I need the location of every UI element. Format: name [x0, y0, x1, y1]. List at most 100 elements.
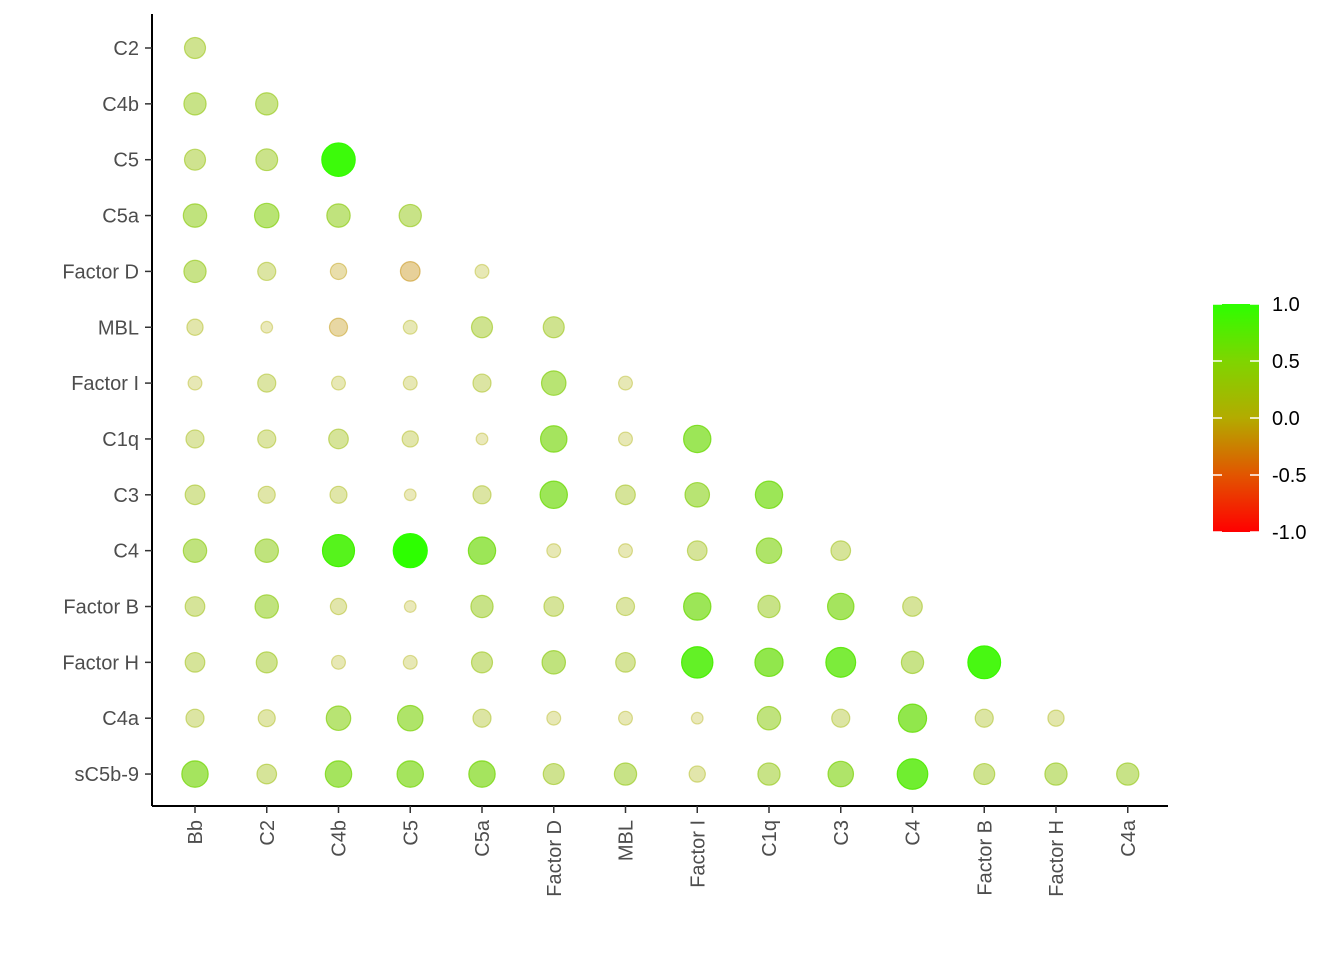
point-sc5b-9-c5 — [396, 760, 425, 788]
x-tick-label: C4b — [329, 820, 351, 857]
data-points — [181, 36, 1140, 790]
point-factor-i-factor-d — [540, 370, 567, 396]
point-sc5b-9-c3 — [827, 760, 855, 788]
point-c5a-bb — [182, 203, 208, 228]
x-tick-label: C5 — [400, 820, 422, 846]
point-c4a-mbl — [617, 710, 634, 726]
point-c4-c4b — [321, 534, 356, 568]
point-c4-factor-i — [686, 540, 708, 562]
point-sc5b-9-c5a — [468, 760, 496, 788]
y-tick-label: Factor D — [62, 261, 139, 283]
point-c4-mbl — [617, 543, 634, 559]
point-c1q-factor-d — [539, 425, 568, 453]
point-c5a-c2 — [253, 202, 280, 229]
point-c4-c3 — [830, 540, 852, 562]
point-c2-bb — [183, 36, 207, 60]
point-factor-h-bb — [184, 651, 206, 673]
y-tick-label: C4a — [102, 708, 140, 730]
y-tick-label: Factor B — [63, 597, 139, 619]
x-tick-label: C3 — [831, 820, 853, 846]
point-sc5b-9-bb — [181, 760, 209, 788]
x-tick-label: Factor I — [687, 820, 709, 888]
point-sc5b-9-factor-b — [973, 762, 996, 786]
x-tick-label: Factor D — [544, 820, 566, 897]
point-factor-b-c2 — [254, 594, 280, 619]
point-factor-b-c1q — [757, 594, 781, 619]
point-mbl-bb — [186, 318, 204, 336]
point-factor-b-bb — [184, 596, 206, 617]
point-c4a-factor-d — [546, 710, 562, 726]
point-c5a-c5 — [398, 203, 422, 228]
y-tick-label: C4 — [113, 541, 139, 563]
x-tick-label: Bb — [185, 820, 207, 844]
point-sc5b-9-c1q — [757, 762, 781, 786]
point-c3-c5a — [472, 485, 492, 505]
x-tick-label: MBL — [616, 820, 638, 861]
point-c1q-c2 — [257, 429, 277, 449]
legend-tick-label: 0.0 — [1272, 408, 1300, 430]
point-factor-h-c4 — [900, 650, 925, 675]
point-mbl-factor-d — [542, 316, 565, 339]
legend-tick-label: 0.5 — [1272, 351, 1300, 373]
point-sc5b-9-c4a — [1116, 762, 1140, 786]
point-mbl-c4b — [328, 317, 349, 337]
point-c4a-c2 — [257, 709, 276, 728]
point-factor-i-c4b — [330, 375, 347, 391]
point-factor-h-factor-d — [541, 650, 567, 675]
y-tick-label: MBL — [98, 317, 139, 339]
point-factor-d-c5a — [474, 263, 490, 279]
point-c5-c4b — [321, 142, 356, 177]
point-factor-h-c3 — [825, 646, 857, 678]
point-factor-b-factor-d — [543, 596, 565, 617]
point-factor-h-c5a — [470, 651, 494, 674]
point-factor-i-bb — [187, 375, 203, 391]
point-c1q-c4b — [328, 428, 349, 450]
point-factor-b-c5 — [403, 600, 417, 613]
point-sc5b-9-factor-i — [688, 765, 706, 783]
x-tick-label: Factor B — [974, 820, 996, 896]
point-sc5b-9-c4b — [324, 760, 353, 788]
legend-tick-label: -0.5 — [1272, 465, 1306, 487]
point-c5-bb — [183, 148, 207, 171]
point-sc5b-9-c2 — [256, 763, 278, 785]
point-factor-h-c5 — [402, 654, 418, 670]
point-c4a-c5 — [396, 704, 424, 732]
y-tick-label: C3 — [113, 485, 139, 507]
point-c4-bb — [182, 538, 208, 563]
point-c5-c2 — [255, 148, 279, 172]
color-legend: 1.0 0.5 0.0 -0.5 -1.0 — [1213, 294, 1306, 544]
y-tick-label: C5 — [113, 150, 139, 172]
point-c1q-factor-i — [683, 424, 712, 454]
point-c4a-c3 — [831, 708, 851, 728]
point-c4a-factor-h — [1047, 709, 1065, 727]
y-tick-label: C4b — [102, 94, 139, 116]
x-tick-label: C1q — [759, 820, 781, 857]
x-tick-label: C4a — [1118, 819, 1140, 857]
y-tick-label: Factor I — [71, 373, 139, 395]
point-c4-c1q — [755, 537, 783, 564]
point-c4a-factor-b — [974, 708, 994, 728]
point-c4a-factor-i — [690, 711, 704, 725]
point-c3-bb — [184, 484, 206, 506]
point-c4a-bb — [185, 708, 205, 728]
point-factor-d-c4b — [329, 262, 348, 281]
point-c3-c4b — [329, 485, 348, 504]
point-factor-b-c4 — [902, 596, 923, 617]
point-c1q-mbl — [617, 431, 634, 447]
point-c4a-c5a — [472, 708, 492, 728]
point-factor-i-c5 — [402, 375, 418, 391]
point-sc5b-9-mbl — [613, 762, 638, 786]
point-c4a-c4b — [325, 705, 352, 732]
point-c4-c2 — [254, 538, 280, 563]
y-tick-label: sC5b-9 — [75, 764, 139, 786]
point-c3-c1q — [754, 480, 784, 510]
point-factor-h-c1q — [754, 647, 784, 678]
y-axis-ticks: C2 C4b C5 C5a Factor D MBL Factor I C1q C3 C4 Fact… — [62, 38, 152, 786]
x-tick-label: C2 — [257, 820, 279, 846]
point-factor-i-mbl — [617, 375, 634, 391]
point-factor-d-c5 — [399, 260, 421, 282]
legend-tick-label: 1.0 — [1272, 294, 1300, 316]
y-tick-label: C5a — [102, 206, 140, 228]
point-factor-h-factor-b — [967, 645, 1002, 680]
